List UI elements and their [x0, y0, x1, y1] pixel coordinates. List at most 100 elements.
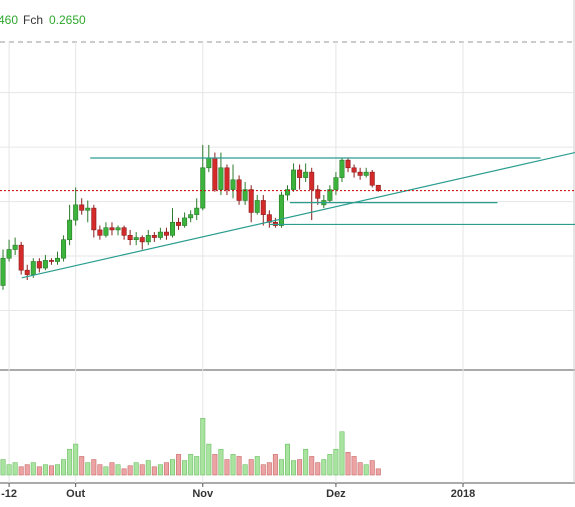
volume-bar — [254, 456, 260, 476]
candle-body — [260, 200, 266, 215]
x-tick-label: -12 — [1, 488, 17, 500]
candle-body — [151, 235, 157, 238]
candle-body — [54, 257, 60, 262]
volume-bar — [85, 462, 91, 476]
volume-bar — [345, 452, 351, 476]
candle-body — [194, 207, 200, 215]
volume-bar — [145, 460, 151, 476]
volume-bar — [242, 464, 248, 476]
candle-body — [303, 171, 309, 178]
candle-body — [133, 237, 139, 241]
candle-body — [254, 200, 260, 213]
candle-body — [0, 257, 6, 286]
x-tick-label: Out — [66, 488, 85, 500]
candle-body — [163, 231, 169, 236]
candle-body — [248, 189, 254, 213]
candle-body — [176, 221, 182, 226]
candle-body — [200, 167, 206, 209]
x-tick-label: 2018 — [451, 488, 475, 500]
volume-bar — [272, 454, 278, 476]
candle-body — [139, 237, 145, 243]
candle-body — [327, 189, 333, 201]
candle-body — [67, 219, 73, 241]
volume-bar — [218, 448, 224, 476]
x-tick-label: Nov — [192, 488, 214, 500]
volume-bar — [182, 460, 188, 476]
candle-body — [363, 171, 369, 176]
header-label: Fch — [23, 13, 43, 27]
candle-body — [230, 179, 236, 190]
candle-body — [18, 244, 24, 271]
candle-body — [236, 179, 242, 201]
candle-body — [157, 231, 163, 238]
candle-body — [170, 221, 176, 236]
volume-bar — [79, 456, 85, 476]
candle-body — [127, 235, 133, 241]
candle-body — [291, 169, 297, 190]
candle-body — [345, 159, 351, 169]
volume-bar — [97, 464, 103, 476]
volume-bar — [188, 454, 194, 476]
candle-body — [73, 204, 79, 221]
candle-body — [91, 207, 97, 231]
volume-bar — [24, 464, 30, 476]
candle-body — [297, 169, 303, 178]
volume-bar — [12, 462, 18, 476]
candle-body — [357, 171, 363, 176]
volume-bar — [260, 464, 266, 476]
volume-bar — [230, 454, 236, 476]
volume-bar — [139, 464, 145, 476]
volume-bar — [36, 466, 42, 476]
candle-body — [48, 260, 54, 262]
x-tick-label: Dez — [326, 488, 346, 500]
candle-body — [182, 217, 188, 226]
candle-body — [145, 235, 151, 243]
volume-bar — [363, 464, 369, 476]
volume-bar — [297, 459, 303, 476]
header-fragment: 460 — [0, 13, 18, 27]
volume-bar — [163, 462, 169, 476]
volume-bar — [303, 448, 309, 476]
volume-bar — [61, 459, 67, 476]
volume-bar — [321, 459, 327, 476]
candle-body — [61, 239, 67, 259]
volume-bar — [121, 468, 127, 476]
candle-body — [212, 157, 218, 190]
volume-bar — [224, 459, 230, 476]
candle-body — [206, 157, 212, 169]
candle-body — [278, 194, 284, 226]
candle-body — [24, 269, 30, 275]
volume-bar — [248, 459, 254, 476]
volume-bar — [351, 456, 357, 476]
volume-bar — [157, 464, 163, 476]
candle-body — [115, 227, 121, 231]
volume-bar — [309, 456, 315, 476]
candle-body — [369, 171, 375, 186]
volume-bar — [291, 460, 297, 476]
volume-bar — [109, 462, 115, 476]
volume-bar — [6, 464, 12, 476]
candle-body — [121, 227, 127, 236]
candle-body — [97, 229, 103, 236]
candle-body — [36, 261, 42, 269]
candle-body — [42, 260, 48, 269]
volume-bar — [194, 456, 200, 476]
volume-bar — [42, 464, 48, 476]
volume-bar — [200, 418, 206, 476]
candle-body — [284, 189, 290, 196]
candle-body — [242, 189, 248, 201]
candle-body — [103, 227, 109, 236]
volume-bar — [30, 462, 36, 476]
candle-body — [375, 184, 381, 191]
volume-bar — [48, 465, 54, 476]
volume-bar — [91, 459, 97, 476]
candle-body — [79, 204, 85, 211]
candle-body — [339, 159, 345, 178]
volume-bar — [212, 454, 218, 476]
volume-bar — [127, 465, 133, 476]
volume-bar — [327, 454, 333, 476]
volume-bar — [18, 466, 24, 476]
volume-bar — [315, 462, 321, 476]
volume-bar — [278, 459, 284, 476]
